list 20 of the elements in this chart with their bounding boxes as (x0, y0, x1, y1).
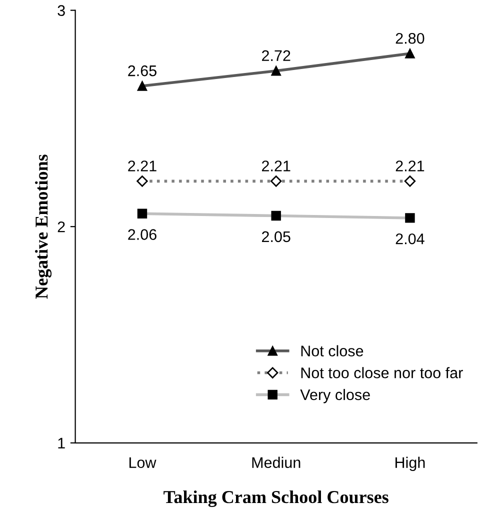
y-tick-label: 3 (58, 5, 65, 16)
x-tick-label: Mediun (252, 456, 300, 468)
y-tick-label: 2 (58, 221, 65, 232)
data-label: 2.21 (262, 160, 290, 172)
y-tick-label: 1 (58, 438, 65, 448)
legend-label: Very close (300, 388, 370, 404)
x-tick-label: High (396, 456, 425, 472)
legend-label: Not too close nor too far (301, 367, 463, 378)
y-axis-title: Negative Emotions (35, 154, 52, 299)
legend-label: Not close (301, 345, 364, 356)
x-tick-label: Low (129, 457, 156, 468)
data-label: 2.21 (396, 160, 424, 172)
data-label: 2.80 (396, 32, 424, 44)
data-label: 2.04 (396, 233, 424, 244)
data-label: 2.21 (128, 160, 156, 172)
x-axis-title: Taking Cram School Courses (164, 490, 388, 507)
data-label: 2.65 (128, 65, 156, 76)
data-label: 2.72 (262, 50, 290, 61)
data-label: 2.06 (128, 229, 156, 240)
data-label: 2.05 (262, 231, 290, 242)
